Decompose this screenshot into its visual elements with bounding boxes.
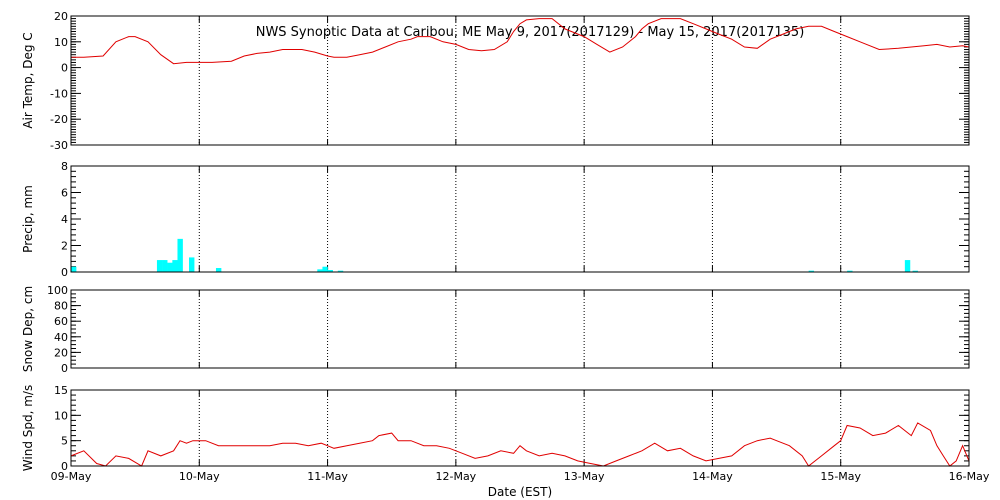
panel-snow: 100 80 60 40 20 0 Snow Dep, cm <box>21 284 970 375</box>
panel-wind: 15 10 5 0 Wind Spd, m/s <box>21 384 970 473</box>
y-axis-label: Wind Spd, m/s <box>21 385 35 471</box>
y-tick-label: 2 <box>61 240 68 253</box>
x-tick-label: 13-May <box>564 470 605 483</box>
y-tick-label: -10 <box>50 87 68 100</box>
y-tick-label: 80 <box>54 300 68 313</box>
x-tick-label: 09-May <box>51 470 92 483</box>
precip-bar <box>71 266 77 272</box>
y-tick-label: 4 <box>61 213 68 226</box>
panel-precip: 8 6 4 2 0 Precip, mm <box>21 160 970 279</box>
x-tick-label: 12-May <box>435 470 476 483</box>
y-tick-label: 0 <box>61 362 68 375</box>
y-tick-label: 6 <box>61 187 68 200</box>
precip-bar <box>322 266 328 272</box>
precip-bar <box>177 238 183 272</box>
x-axis-label: Date (EST) <box>488 485 552 499</box>
y-tick-label: 40 <box>54 331 68 344</box>
precip-bar <box>337 270 344 272</box>
precip-bar <box>327 270 333 272</box>
y-tick-label: 0 <box>61 266 68 279</box>
x-tick-label: 16-May <box>949 470 990 483</box>
precip-bar <box>912 270 918 272</box>
x-tick-label: 15-May <box>820 470 861 483</box>
precip-bar <box>156 260 163 272</box>
chart-title: NWS Synoptic Data at Caribou, ME May 9, … <box>256 25 805 40</box>
y-tick-label: 0 <box>61 460 68 473</box>
panel-frame <box>70 165 970 273</box>
y-tick-label: 0 <box>61 62 68 75</box>
panel-frame <box>70 389 970 467</box>
y-axis-label: Snow Dep, cm <box>21 286 35 372</box>
series-line-wind <box>70 422 970 467</box>
panel-temp: 20 10 0 -10 -20 -30 Air Temp, Deg C <box>21 10 970 152</box>
y-tick-label: 20 <box>54 10 68 23</box>
precip-bar <box>808 270 815 272</box>
precip-bar <box>172 260 178 272</box>
precip-bar <box>162 260 168 272</box>
y-tick-label: -30 <box>50 139 68 152</box>
precip-bar <box>847 270 853 272</box>
x-tick-label: 10-May <box>179 470 220 483</box>
y-tick-label: 20 <box>54 346 68 359</box>
series-line-temp <box>71 18 970 65</box>
y-tick-label: 10 <box>54 36 68 49</box>
y-axis-label: Air Temp, Deg C <box>21 32 35 128</box>
x-tick-label: 14-May <box>692 470 733 483</box>
precip-bar <box>904 260 911 272</box>
panel-frame <box>70 15 970 146</box>
panel-frame <box>70 289 970 369</box>
y-tick-label: 100 <box>47 284 68 297</box>
precip-bar <box>317 269 323 272</box>
y-tick-label: 5 <box>61 435 68 448</box>
y-tick-label: 15 <box>54 384 68 397</box>
precip-bar <box>189 257 195 272</box>
y-tick-label: -20 <box>50 113 68 126</box>
y-tick-label: 60 <box>54 315 68 328</box>
precip-bar <box>215 268 222 272</box>
y-axis-label: Precip, mm <box>21 185 35 253</box>
precip-bar <box>167 262 173 272</box>
x-tick-label: 11-May <box>307 470 348 483</box>
y-tick-label: 8 <box>61 160 68 173</box>
y-tick-label: 10 <box>54 409 68 422</box>
